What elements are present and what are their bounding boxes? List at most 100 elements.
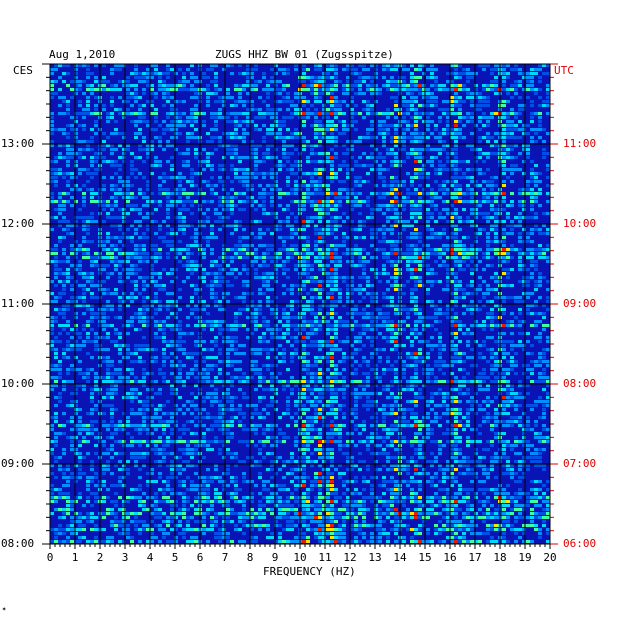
spectrogram-cell bbox=[514, 316, 518, 319]
spectrogram-cell bbox=[262, 244, 266, 247]
spectrogram-cell bbox=[386, 288, 390, 291]
spectrogram-cell bbox=[142, 136, 146, 139]
spectrogram-cell bbox=[406, 280, 410, 283]
spectrogram-cell bbox=[106, 240, 110, 243]
spectrogram-cell bbox=[318, 96, 322, 99]
spectrogram-cell bbox=[538, 232, 542, 235]
spectrogram-cell bbox=[178, 320, 182, 323]
spectrogram-cell bbox=[354, 84, 358, 87]
spectrogram-cell bbox=[374, 208, 378, 211]
spectrogram-cell bbox=[54, 308, 58, 311]
spectrogram-cell bbox=[146, 156, 150, 159]
spectrogram-cell bbox=[470, 176, 474, 179]
spectrogram-cell bbox=[414, 216, 418, 219]
spectrogram-cell bbox=[338, 264, 342, 267]
spectrogram-cell bbox=[126, 368, 130, 371]
spectrogram-cell bbox=[270, 128, 274, 131]
x-tick-label: 15 bbox=[418, 551, 432, 564]
spectrogram-cell bbox=[406, 100, 410, 103]
spectrogram-cell bbox=[302, 72, 306, 75]
spectrogram-cell bbox=[450, 64, 454, 67]
spectrogram-cell bbox=[50, 160, 54, 163]
spectrogram-cell bbox=[530, 304, 534, 307]
spectrogram-cell bbox=[74, 344, 78, 347]
spectrogram-cell bbox=[122, 84, 126, 87]
spectrogram-cell bbox=[450, 132, 454, 135]
spectrogram-cell bbox=[182, 256, 186, 259]
spectrogram-cell bbox=[154, 200, 158, 203]
spectrogram-cell bbox=[334, 96, 338, 99]
spectrogram-cell bbox=[386, 320, 390, 323]
spectrogram-cell bbox=[426, 316, 430, 319]
spectrogram-cell bbox=[338, 224, 342, 227]
spectrogram-cell bbox=[138, 208, 142, 211]
spectrogram-cell bbox=[430, 268, 434, 271]
spectrogram-cell bbox=[250, 312, 254, 315]
spectrogram-cell bbox=[242, 200, 246, 203]
spectrogram-cell bbox=[106, 136, 110, 139]
spectrogram-cell bbox=[338, 188, 342, 191]
spectrogram-cell bbox=[494, 276, 498, 279]
spectrogram-cell bbox=[414, 288, 418, 291]
spectrogram-cell bbox=[362, 164, 366, 167]
spectrogram-cell bbox=[510, 340, 514, 343]
spectrogram-cell bbox=[186, 224, 190, 227]
spectrogram-cell bbox=[338, 296, 342, 299]
spectrogram-cell bbox=[142, 204, 146, 207]
spectrogram-cell bbox=[274, 312, 278, 315]
spectrogram-cell bbox=[50, 196, 54, 199]
spectrogram-cell bbox=[182, 200, 186, 203]
spectrogram-cell bbox=[174, 108, 178, 111]
spectrogram-cell bbox=[154, 116, 158, 119]
spectrogram-cell bbox=[394, 180, 398, 183]
spectrogram-cell bbox=[310, 84, 314, 87]
spectrogram-cell bbox=[226, 92, 230, 95]
spectrogram-cell bbox=[502, 356, 506, 359]
spectrogram-cell bbox=[290, 288, 294, 291]
spectrogram-cell bbox=[302, 280, 306, 283]
spectrogram-cell bbox=[166, 208, 170, 211]
spectrogram-cell bbox=[170, 124, 174, 127]
spectrogram-cell bbox=[214, 260, 218, 263]
spectrogram-cell bbox=[330, 248, 334, 251]
spectrogram-cell bbox=[190, 84, 194, 87]
spectrogram-cell bbox=[482, 340, 486, 343]
spectrogram-cell bbox=[102, 76, 106, 79]
spectrogram-cell bbox=[50, 248, 54, 251]
spectrogram-cell bbox=[502, 124, 506, 127]
spectrogram-cell bbox=[294, 216, 298, 219]
spectrogram-cell bbox=[134, 252, 138, 255]
spectrogram-cell bbox=[510, 224, 514, 227]
spectrogram-cell bbox=[362, 332, 366, 335]
spectrogram-cell bbox=[274, 120, 278, 123]
spectrogram-cell bbox=[446, 156, 450, 159]
spectrogram-cell bbox=[458, 356, 462, 359]
spectrogram-cell bbox=[270, 116, 274, 119]
spectrogram-cell bbox=[454, 232, 458, 235]
spectrogram-cell bbox=[166, 340, 170, 343]
spectrogram-cell bbox=[394, 192, 398, 195]
spectrogram-cell bbox=[358, 136, 362, 139]
spectrogram-cell bbox=[442, 168, 446, 171]
spectrogram-cell bbox=[50, 84, 54, 87]
spectrogram-cell bbox=[246, 304, 250, 307]
spectrogram-cell bbox=[358, 260, 362, 263]
spectrogram-cell bbox=[454, 244, 458, 247]
spectrogram-cell bbox=[442, 360, 446, 363]
spectrogram-cell bbox=[390, 204, 394, 207]
spectrogram-cell bbox=[102, 328, 106, 331]
spectrogram-cell bbox=[426, 120, 430, 123]
spectrogram-cell bbox=[146, 152, 150, 155]
spectrogram-cell bbox=[234, 324, 238, 327]
spectrogram-cell bbox=[402, 96, 406, 99]
spectrogram-cell bbox=[414, 324, 418, 327]
spectrogram-cell bbox=[82, 92, 86, 95]
spectrogram-cell bbox=[110, 184, 114, 187]
spectrogram-cell bbox=[294, 336, 298, 339]
spectrogram-cell bbox=[466, 216, 470, 219]
spectrogram-cell bbox=[306, 108, 310, 111]
spectrogram-cell bbox=[190, 136, 194, 139]
spectrogram-cell bbox=[534, 68, 538, 71]
spectrogram-cell bbox=[242, 140, 246, 143]
spectrogram-cell bbox=[414, 128, 418, 131]
